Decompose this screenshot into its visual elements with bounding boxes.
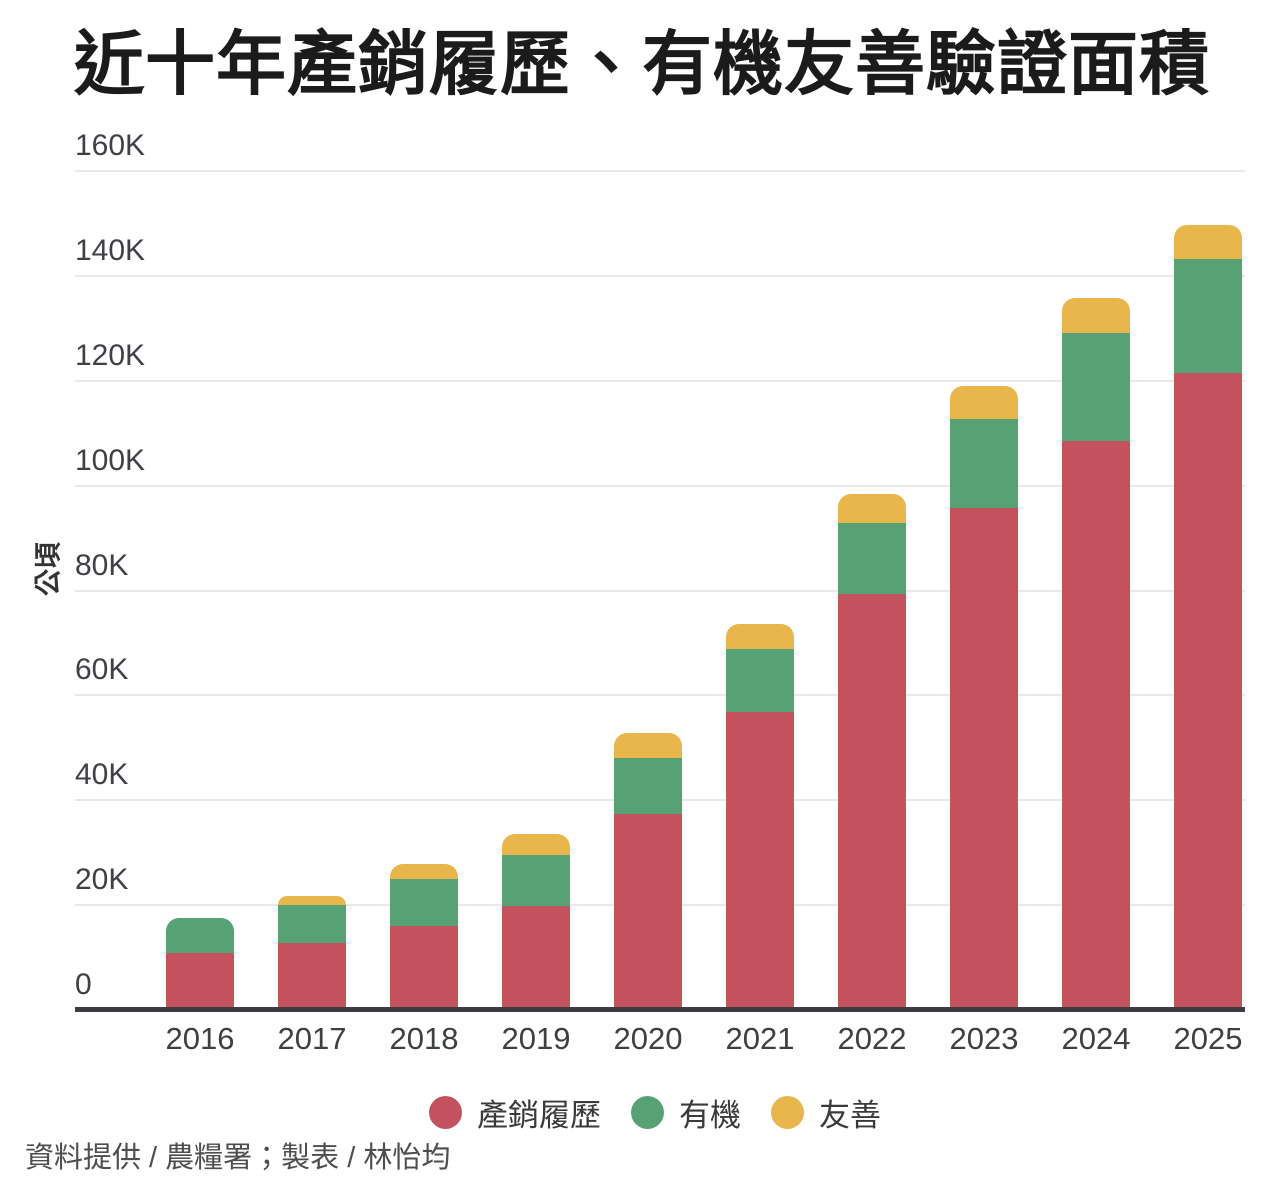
y-tick-label: 0 [75,968,92,1001]
bar-segment-friendly-2025 [1174,225,1242,260]
bar-segment-organic-2018 [390,878,458,927]
y-tick-label: 80K [75,548,129,582]
bar-segment-traceability-2018 [390,926,458,1010]
y-axis-title: 公頃 [33,542,64,596]
bar-segment-traceability-2022 [838,593,906,1010]
bar-segment-traceability-2019 [502,906,570,1010]
bar-segment-friendly-2023 [950,385,1018,419]
gridline [75,170,1245,173]
bar-segment-organic-2022 [838,522,906,594]
bar-segment-traceability-2016 [166,952,234,1010]
y-tick-label: 40K [75,758,129,792]
gridline [75,274,1245,277]
bar-segment-friendly-2021 [726,623,794,649]
legend-dot-friendly-icon [771,1096,804,1129]
y-tick-label: 160K [75,129,146,163]
bar-segment-traceability-2023 [950,507,1018,1010]
legend-item-organic: 有機 [631,1090,741,1135]
gridline [75,379,1245,382]
bar-segment-friendly-2017 [278,895,346,905]
bar-segment-friendly-2022 [838,494,906,523]
legend-label: 有機 [679,1098,741,1133]
bar-segment-traceability-2020 [614,814,682,1010]
x-tick-label: 2025 [1173,1021,1243,1056]
bar-segment-organic-2019 [502,855,570,907]
bar-segment-traceability-2017 [278,942,346,1010]
bar-segment-organic-2025 [1174,259,1242,373]
x-tick-label: 2021 [725,1021,795,1056]
bar-segment-organic-2021 [726,648,794,712]
bar-segment-friendly-2024 [1062,298,1130,334]
legend-label: 產銷履歷 [477,1098,601,1133]
bar-segment-organic-2020 [614,758,682,815]
legend-dot-traceability-icon [429,1096,462,1129]
gridline [75,484,1245,487]
bar-segment-organic-2016 [166,917,234,953]
bar-segment-friendly-2018 [390,864,458,879]
gridline [75,589,1245,592]
y-tick-label: 120K [75,338,146,372]
bar-segment-organic-2023 [950,418,1018,508]
x-tick-label: 2023 [949,1021,1019,1056]
y-tick-label: 140K [75,233,146,267]
x-tick-label: 2019 [501,1021,571,1056]
x-tick-label: 2022 [837,1021,907,1056]
chart-title: 近十年產銷履歷、有機友善驗證面積 [74,25,1210,103]
bar-segment-traceability-2021 [726,711,794,1010]
legend-item-friendly: 友善 [771,1090,881,1135]
y-tick-label: 100K [75,443,146,477]
source-credit: 資料提供 / 農糧署；製表 / 林怡均 [25,1142,451,1174]
x-tick-label: 2024 [1061,1021,1131,1056]
x-tick-label: 2016 [165,1021,235,1056]
bar-segment-traceability-2024 [1062,441,1130,1010]
bar-segment-friendly-2019 [502,834,570,856]
bar-segment-organic-2017 [278,904,346,943]
bar-segment-organic-2024 [1062,333,1130,442]
x-tick-label: 2020 [613,1021,683,1056]
legend-item-traceability: 產銷履歷 [429,1090,601,1135]
y-tick-label: 20K [75,863,129,897]
legend-label: 友善 [819,1098,881,1133]
x-axis-line [75,1007,1245,1012]
gridline [75,694,1245,697]
bar-segment-friendly-2020 [614,732,682,759]
legend: 產銷履歷 有機 友善 [0,1090,1270,1135]
x-tick-label: 2017 [277,1021,347,1056]
bar-segment-traceability-2025 [1174,372,1242,1010]
y-tick-label: 60K [75,653,129,687]
x-tick-label: 2018 [389,1021,459,1056]
legend-dot-organic-icon [631,1096,664,1129]
